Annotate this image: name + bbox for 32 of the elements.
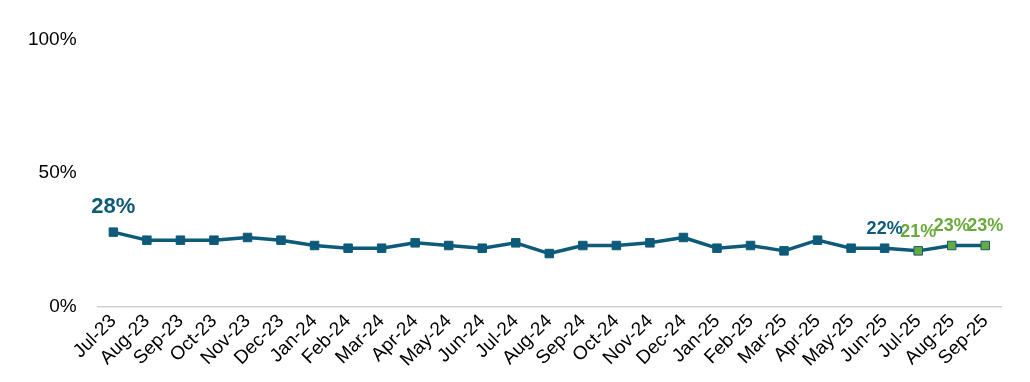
point xyxy=(913,246,923,256)
point xyxy=(477,243,487,253)
point xyxy=(980,240,990,251)
point xyxy=(846,243,856,253)
data-label: 23% xyxy=(967,215,1004,236)
point xyxy=(242,232,253,243)
point xyxy=(410,238,420,248)
data-label: 28% xyxy=(91,193,136,219)
point xyxy=(712,243,722,253)
point xyxy=(142,235,152,245)
point xyxy=(544,248,555,259)
y-tick-label: 50% xyxy=(38,161,77,183)
point xyxy=(175,235,186,245)
point xyxy=(611,240,622,251)
point xyxy=(578,240,588,251)
y-tick-label: 100% xyxy=(27,27,77,49)
point xyxy=(879,243,890,253)
point xyxy=(645,238,655,248)
point xyxy=(343,243,353,253)
point xyxy=(511,238,521,248)
y-tick-label: 0% xyxy=(49,295,77,317)
point xyxy=(678,232,689,243)
point xyxy=(209,235,219,245)
point xyxy=(276,235,286,245)
point xyxy=(376,243,387,253)
point xyxy=(812,235,823,245)
point xyxy=(443,240,454,251)
point xyxy=(309,240,320,251)
point xyxy=(745,240,756,251)
point xyxy=(108,227,119,237)
point xyxy=(779,246,789,256)
point xyxy=(946,240,957,251)
